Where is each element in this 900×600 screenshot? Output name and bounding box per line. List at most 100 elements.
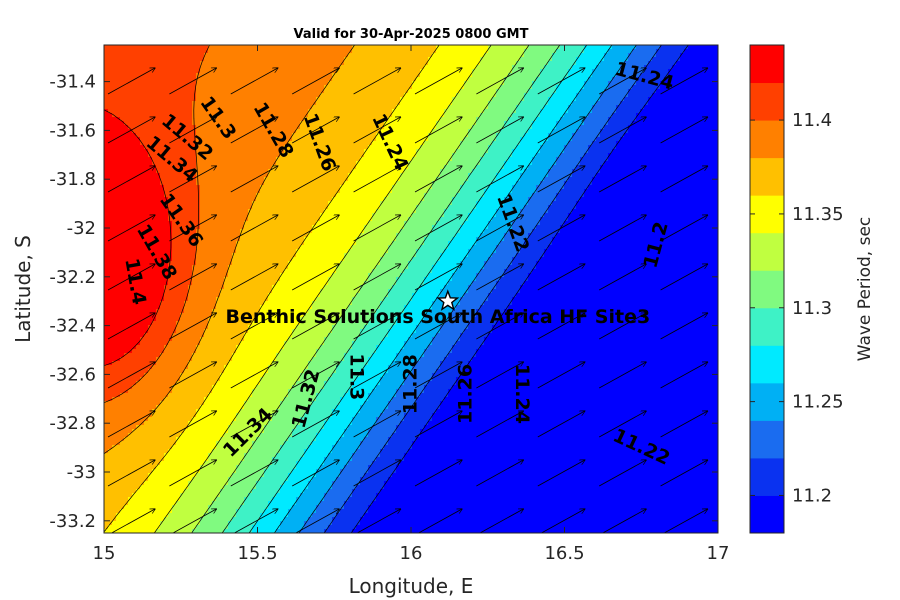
contour-cell: [120, 457, 125, 462]
contour-cell: [172, 161, 177, 166]
contour-cell: [108, 501, 113, 506]
contour-cell: [152, 93, 157, 98]
contour-cell: [136, 405, 141, 410]
contour-cell: [240, 489, 245, 494]
contour-cell: [168, 509, 173, 514]
contour-cell: [176, 397, 181, 402]
contour-cell: [120, 189, 125, 194]
contour-cell: [224, 73, 229, 78]
contour-cell: [176, 529, 181, 533]
contour-cell: [240, 245, 245, 250]
contour-cell: [208, 133, 213, 138]
contour-cell: [208, 421, 213, 426]
contour-cell: [224, 389, 229, 394]
contour-cell: [172, 377, 177, 382]
contour-cell: [240, 473, 245, 478]
contour-cell: [108, 145, 113, 150]
contour-cell: [172, 509, 177, 514]
contour-cell: [236, 69, 241, 74]
contour-cell: [188, 97, 193, 102]
contour-cell: [228, 65, 233, 70]
contour-cell: [140, 405, 145, 410]
contour-cell: [204, 477, 209, 482]
contour-cell: [260, 525, 265, 530]
contour-cell: [248, 317, 253, 322]
contour-cell: [248, 501, 253, 506]
contour-cell: [180, 201, 185, 206]
contour-cell: [172, 409, 177, 414]
contour-cell: [132, 49, 137, 54]
contour-cell: [228, 289, 233, 294]
contour-cell: [240, 313, 245, 318]
contour-cell: [240, 517, 245, 522]
contour-cell: [220, 505, 225, 510]
contour-cell: [212, 485, 217, 490]
contour-cell: [144, 185, 149, 190]
contour-cell: [248, 497, 253, 502]
contour-cell: [180, 293, 185, 298]
contour-cell: [104, 121, 109, 126]
contour-cell: [148, 401, 153, 406]
contour-cell: [188, 365, 193, 370]
contour-cell: [236, 269, 241, 274]
contour-cell: [236, 317, 241, 322]
contour-cell: [204, 521, 209, 526]
contour-cell: [196, 169, 201, 174]
contour-cell: [224, 421, 229, 426]
contour-cell: [124, 197, 129, 202]
contour-cell: [108, 529, 113, 533]
contour-cell: [196, 441, 201, 446]
contour-cell: [188, 429, 193, 434]
contour-cell: [136, 417, 141, 422]
contour-cell: [148, 261, 153, 266]
contour-cell: [120, 105, 125, 110]
contour-cell: [208, 105, 213, 110]
contour-cell: [164, 381, 169, 386]
contour-cell: [256, 485, 261, 490]
contour-cell: [260, 369, 265, 374]
contour-cell: [196, 325, 201, 330]
contour-cell: [108, 421, 113, 426]
contour-cell: [172, 413, 177, 418]
contour-cell: [144, 197, 149, 202]
contour-cell: [112, 469, 117, 474]
contour-cell: [128, 237, 133, 242]
contour-cell: [160, 249, 165, 254]
contour-cell: [208, 205, 213, 210]
contour-cell: [248, 285, 253, 290]
contour-cell: [132, 165, 137, 170]
contour-cell: [196, 457, 201, 462]
contour-cell: [208, 61, 213, 66]
contour-cell: [208, 189, 213, 194]
contour-cell: [172, 81, 177, 86]
contour-cell: [184, 349, 189, 354]
contour-cell: [176, 509, 181, 514]
contour-cell: [160, 505, 165, 510]
contour-cell: [208, 385, 213, 390]
contour-cell: [200, 485, 205, 490]
contour-cell: [188, 513, 193, 518]
contour-cell: [192, 433, 197, 438]
contour-cell: [260, 489, 265, 494]
contour-cell: [184, 301, 189, 306]
contour-cell: [160, 169, 165, 174]
contour-cell: [220, 225, 225, 230]
contour-cell: [128, 281, 133, 286]
contour-cell: [236, 101, 241, 106]
contour-cell: [232, 381, 237, 386]
contour-cell: [212, 277, 217, 282]
contour-cell: [152, 321, 157, 326]
contour-cell: [192, 349, 197, 354]
contour-cell: [168, 425, 173, 430]
contour-cell: [248, 145, 253, 150]
contour-cell: [176, 421, 181, 426]
contour-cell: [160, 461, 165, 466]
contour-cell: [236, 113, 241, 118]
contour-cell: [152, 149, 157, 154]
contour-cell: [124, 457, 129, 462]
contour-cell: [172, 193, 177, 198]
contour-cell: [192, 517, 197, 522]
contour-cell: [124, 249, 129, 254]
contour-cell: [160, 437, 165, 442]
contour-cell: [144, 397, 149, 402]
